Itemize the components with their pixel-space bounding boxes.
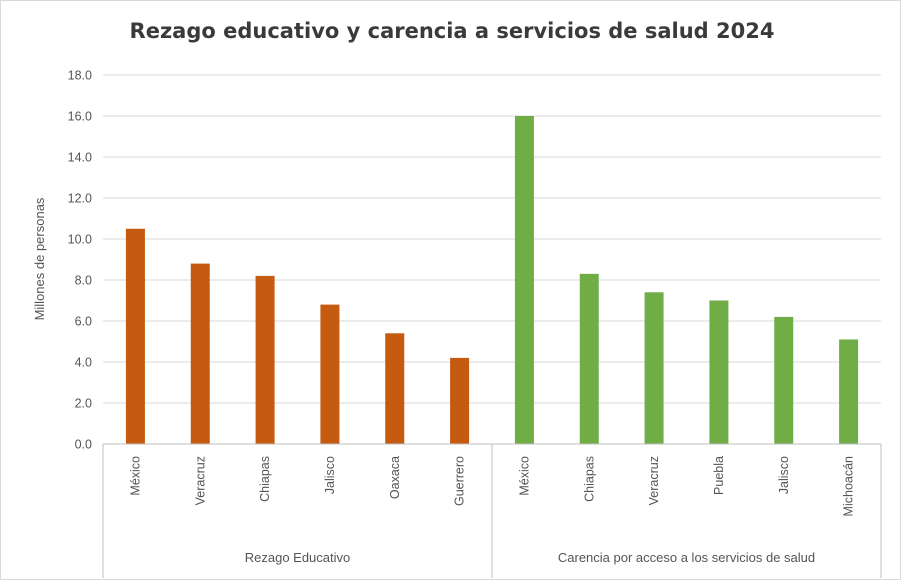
bar	[255, 275, 275, 444]
bar	[644, 292, 664, 444]
chart-title: Rezago educativo y carencia a servicios …	[130, 19, 775, 43]
bar	[125, 228, 145, 444]
group-label: Carencia por acceso a los servicios de s…	[558, 550, 815, 565]
x-category-label: Veracruz	[193, 456, 207, 505]
x-category-label: Jalisco	[777, 456, 791, 494]
bar	[774, 316, 794, 444]
y-tick-label: 16.0	[68, 110, 92, 124]
y-tick-label: 6.0	[75, 315, 92, 329]
y-tick-label: 12.0	[68, 192, 92, 206]
y-tick-label: 18.0	[68, 69, 92, 83]
y-tick-label: 2.0	[75, 397, 92, 411]
bar	[709, 300, 729, 444]
y-tick-label: 14.0	[68, 151, 92, 165]
bar	[579, 273, 599, 444]
bar	[385, 333, 405, 444]
y-tick-label: 10.0	[68, 233, 92, 247]
x-category-label: Veracruz	[647, 456, 661, 505]
bar	[514, 116, 534, 444]
y-axis-label: Millones de personas	[32, 197, 47, 320]
y-tick-label: 8.0	[75, 274, 92, 288]
bar	[190, 263, 210, 444]
x-category-label: Chiapas	[258, 456, 272, 502]
x-category-label: México	[517, 456, 531, 496]
y-tick-label: 0.0	[75, 438, 92, 452]
group-label: Rezago Educativo	[245, 550, 351, 565]
bar	[450, 357, 470, 444]
x-category-label: Oaxaca	[388, 456, 402, 499]
x-category-label: Guerrero	[453, 456, 467, 506]
bars	[125, 116, 859, 444]
gridlines	[103, 74, 881, 445]
x-axis: México Veracruz Chiapas Jalisco Oaxaca Guerre…	[102, 443, 882, 578]
y-tick-label: 4.0	[75, 356, 92, 370]
y-axis-ticks: 0.0 2.0 4.0 6.0 8.0 10.0 12.0 14.0 16.0 18.0	[68, 69, 92, 452]
x-category-label: Puebla	[712, 456, 726, 495]
x-category-label: Chiapas	[582, 456, 596, 502]
x-category-label: México	[128, 456, 142, 496]
x-category-label: Michoacán	[842, 456, 856, 516]
bar	[839, 339, 859, 444]
x-category-label: Jalisco	[323, 456, 337, 494]
bar	[320, 304, 340, 444]
